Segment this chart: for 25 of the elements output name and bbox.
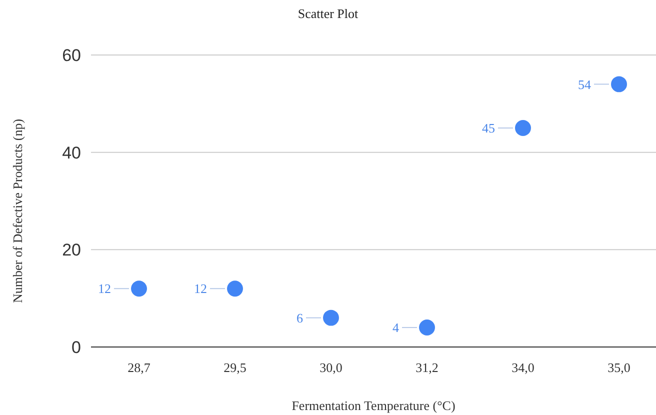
data-label: 12 — [194, 281, 207, 296]
point — [227, 280, 243, 297]
point — [323, 310, 339, 326]
data-label: 6 — [296, 310, 304, 326]
x-axis-title: Fermentation Temperature (°C) — [292, 398, 456, 413]
x-tick-label: 31,2 — [416, 360, 438, 375]
data-label: 54 — [578, 76, 592, 92]
chart-title: Scatter Plot — [298, 6, 359, 21]
y-axis-title: Number of Defective Products (np) — [10, 118, 25, 304]
y-tick-label: 0 — [72, 338, 81, 357]
y-tick-label: 60 — [62, 46, 81, 65]
x-tick-label: 30,0 — [320, 360, 342, 375]
x-tick-label: 28,7 — [128, 360, 151, 375]
x-tick-label: 29,5 — [224, 360, 246, 375]
point — [515, 120, 531, 136]
y-tick-label: 40 — [62, 143, 81, 162]
point — [131, 280, 147, 297]
data-label: 45 — [482, 120, 495, 136]
point — [419, 320, 435, 336]
point — [611, 76, 627, 92]
x-tick-label: 34,0 — [512, 360, 534, 375]
y-tick-label: 20 — [62, 240, 81, 260]
data-label: 4 — [392, 320, 400, 336]
data-label: 12 — [98, 281, 111, 296]
x-tick-label: 35,0 — [608, 360, 630, 375]
